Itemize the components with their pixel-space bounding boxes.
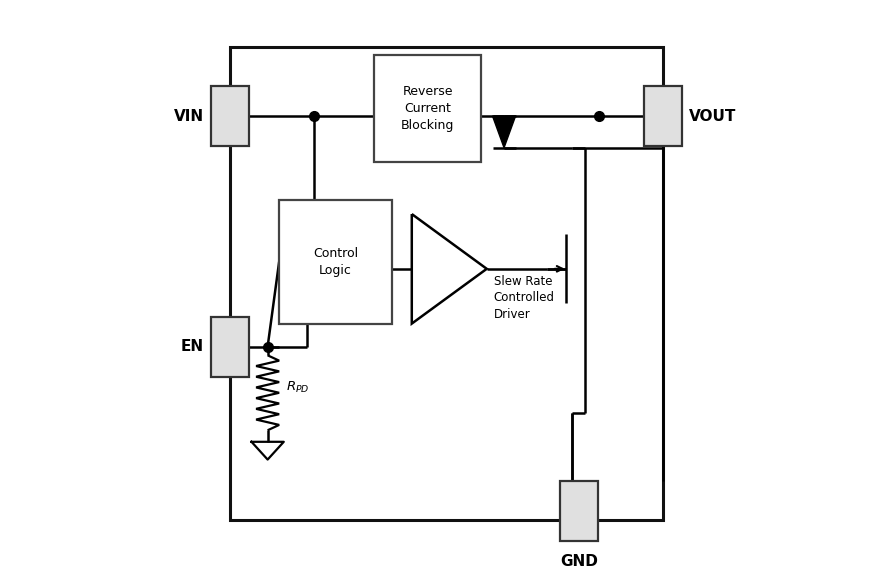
- Bar: [211, 86, 249, 146]
- Bar: [229, 47, 662, 520]
- Text: VOUT: VOUT: [688, 109, 735, 124]
- Bar: [559, 481, 597, 541]
- Text: EN: EN: [181, 339, 204, 354]
- Text: Reverse
Current
Blocking: Reverse Current Blocking: [400, 86, 454, 132]
- Bar: [643, 86, 680, 146]
- Text: Slew Rate
Controlled
Driver: Slew Rate Controlled Driver: [494, 275, 554, 321]
- Bar: [279, 199, 391, 324]
- Text: Control
Logic: Control Logic: [313, 247, 358, 277]
- Text: $R_{PD}$: $R_{PD}$: [286, 380, 309, 395]
- Text: GND: GND: [559, 554, 597, 569]
- Polygon shape: [492, 116, 515, 148]
- Bar: [374, 55, 480, 162]
- Text: VIN: VIN: [174, 109, 204, 124]
- Bar: [211, 317, 249, 377]
